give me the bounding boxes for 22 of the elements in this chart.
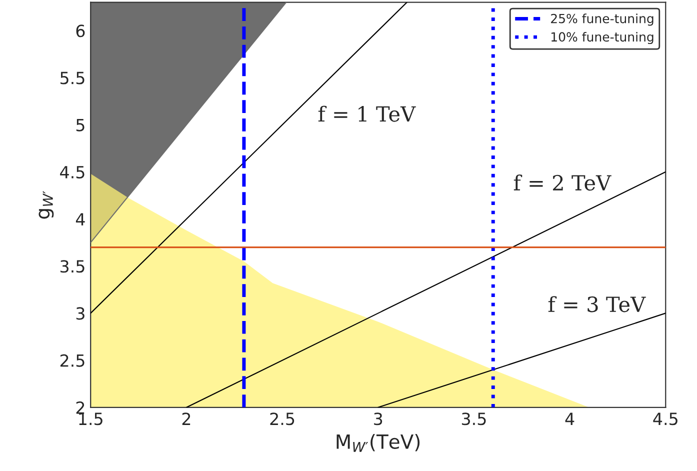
x-tick-label: 4 [565,412,574,425]
y-tick-label: 6 [76,24,85,38]
x-tick-label: 3 [374,412,382,426]
y-tick-label: 4 [76,213,85,226]
y-tick-label: 5 [76,118,84,132]
y-tick-label: 3.5 [60,260,84,273]
y-axis-title: g$_{W′}$ [38,191,54,219]
x-tick-label: 2 [182,412,190,425]
x-axis-title: M$_{W′}$(TeV) [336,434,420,452]
y-tick-label: 2.5 [60,354,84,367]
legend-label: 10% fune-tuning [551,32,654,44]
y-tick-label: 5.5 [60,72,84,84]
legend-label: 25% fune-tuning [551,14,654,26]
x-tick-label: 4.5 [653,412,678,426]
x-tick-label: 3.5 [462,412,486,426]
annotation: f = 3 TeV [548,296,646,312]
x-tick-label: 2.5 [270,412,294,426]
x-tick-label: 1.5 [79,412,102,426]
y-tick-label: 4.5 [60,166,84,178]
annotation: f = 2 TeV [514,174,612,191]
annotation: f = 1 TeV [318,106,416,122]
y-tick-label: 3 [76,307,84,320]
